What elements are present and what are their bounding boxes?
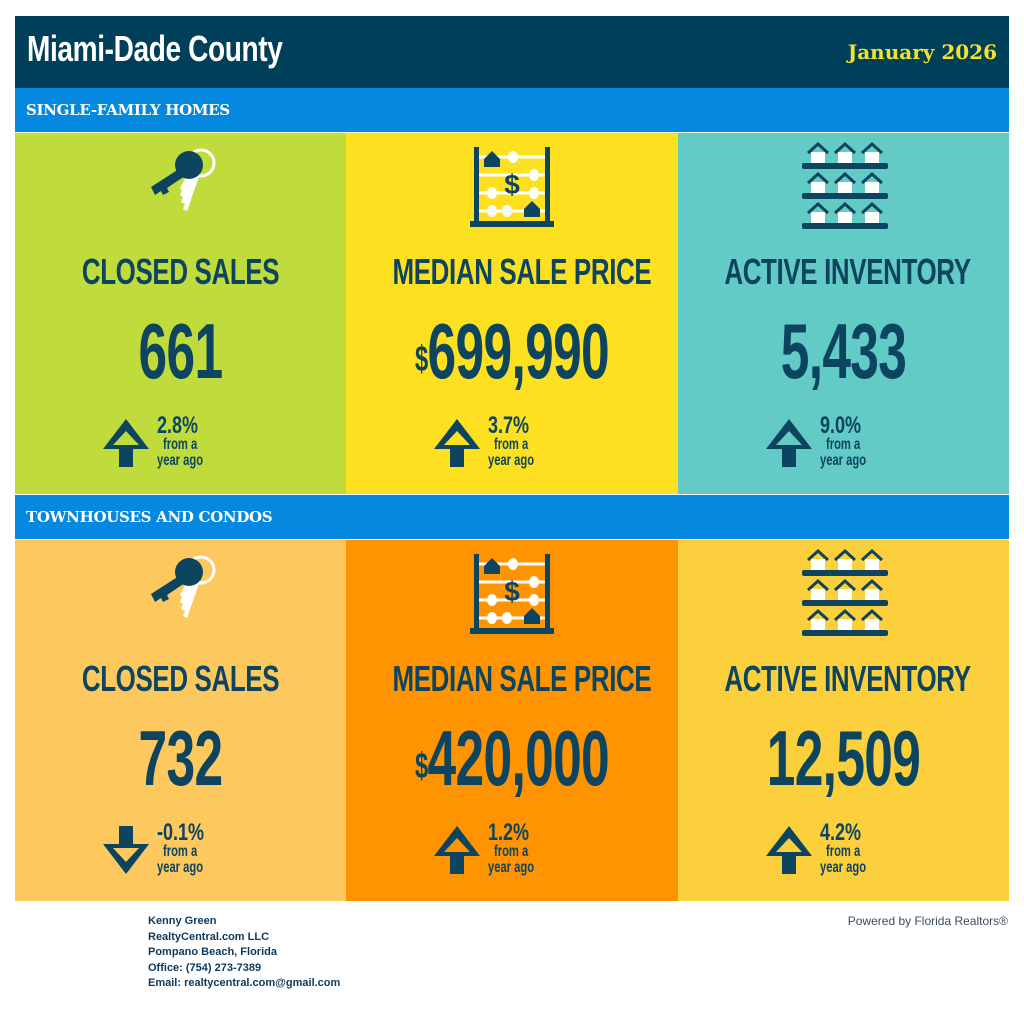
change-percent: 4.2% [819,819,861,846]
year-over-year-change: 1.2% from a year ago [432,819,592,882]
stats-row-single-family: CLOSED SALES 661 2.8% from a year ago $ … [15,133,1009,494]
stat-value: $699,990 [402,311,621,391]
stat-card-active-inventory: ACTIVE INVENTORY 5,433 9.0% from a year … [678,133,1009,494]
agent-contact: Kenny Green RealtyCentral.com LLC Pompan… [148,914,340,992]
abacus-icon: $ [452,141,572,231]
arrow-up-icon [764,824,814,876]
stat-label: CLOSED SALES [81,658,280,699]
stat-value: $420,000 [402,718,621,798]
section-band-townhouses-condos: TOWNHOUSES AND CONDOS [15,495,1009,539]
stat-card-active-inventory: ACTIVE INVENTORY 12,509 4.2% from a year… [678,540,1009,901]
arrow-up-icon [432,417,482,469]
stat-value: 732 [71,718,289,798]
powered-by: Powered by Florida Realtors® [847,914,1008,928]
change-caption-line2: year ago [156,859,203,876]
keys-icon [121,141,241,231]
change-caption-line1: from a [494,843,529,860]
stat-label: ACTIVE INVENTORY [724,251,971,292]
change-caption-line1: from a [825,843,860,860]
change-percent: -0.1% [156,819,204,846]
currency-symbol: $ [414,338,428,379]
agent-company: RealtyCentral.com LLC [148,930,270,943]
agent-name: Kenny Green [148,915,217,927]
section-title: TOWNHOUSES AND CONDOS [26,508,273,526]
agent-email: Email: realtycentral.com@gmail.com [148,977,341,989]
stat-value: 5,433 [734,311,952,391]
report-date: January 2026 [847,40,997,64]
arrow-up-icon [432,824,482,876]
arrow-down-icon [101,824,151,876]
year-over-year-change: 3.7% from a year ago [432,412,592,475]
change-percent: 9.0% [819,412,861,439]
page-title: Miami-Dade County [27,28,283,69]
change-percent: 3.7% [488,412,530,439]
arrow-up-icon [101,417,151,469]
currency-symbol: $ [414,745,428,786]
change-caption-line1: from a [162,843,197,860]
section-title: SINGLE-FAMILY HOMES [26,101,230,119]
svg-text:$: $ [504,169,520,200]
stat-label: MEDIAN SALE PRICE [392,658,652,699]
change-caption-line2: year ago [156,452,203,469]
stat-number: 5,433 [780,307,907,395]
change-caption-line1: from a [825,436,860,453]
arrow-up-icon [764,417,814,469]
stat-label: CLOSED SALES [81,251,280,292]
change-caption-line2: year ago [819,859,866,876]
abacus-icon: $ [452,548,572,638]
stat-card-median-sale-price: $ MEDIAN SALE PRICE $420,000 1.2% from a… [346,540,678,901]
stat-number: 12,509 [766,714,921,802]
stat-card-closed-sales: CLOSED SALES 661 2.8% from a year ago [15,133,346,494]
section-band-single-family: SINGLE-FAMILY HOMES [15,88,1009,132]
year-over-year-change: -0.1% from a year ago [101,819,261,882]
stat-label: ACTIVE INVENTORY [724,658,971,699]
change-percent: 2.8% [156,412,198,439]
year-over-year-change: 9.0% from a year ago [764,412,924,475]
agent-location: Pompano Beach, Florida [148,946,277,958]
stat-number: 661 [138,307,224,395]
stat-label: MEDIAN SALE PRICE [392,251,652,292]
houses-inventory-icon [784,548,904,638]
svg-text:$: $ [504,576,520,607]
keys-icon [121,548,241,638]
stat-value: 661 [71,311,289,391]
change-percent: 1.2% [488,819,530,846]
stat-card-closed-sales: CLOSED SALES 732 -0.1% from a year ago [15,540,346,901]
change-caption-line2: year ago [819,452,866,469]
change-caption-line2: year ago [488,859,535,876]
report-header: Miami-Dade County January 2026 [15,16,1009,88]
stat-number: 699,990 [427,307,610,395]
stat-number: 732 [138,714,224,802]
change-caption-line1: from a [162,436,197,453]
agent-office-phone: Office: (754) 273-7389 [148,961,262,974]
stat-number: 420,000 [427,714,610,802]
houses-inventory-icon [784,141,904,231]
stat-card-median-sale-price: $ MEDIAN SALE PRICE $699,990 3.7% from a… [346,133,678,494]
change-caption-line2: year ago [488,452,535,469]
stats-row-townhouses-condos: CLOSED SALES 732 -0.1% from a year ago $… [15,540,1009,901]
stat-value: 12,509 [734,718,952,798]
year-over-year-change: 4.2% from a year ago [764,819,924,882]
change-caption-line1: from a [494,436,529,453]
year-over-year-change: 2.8% from a year ago [101,412,261,475]
